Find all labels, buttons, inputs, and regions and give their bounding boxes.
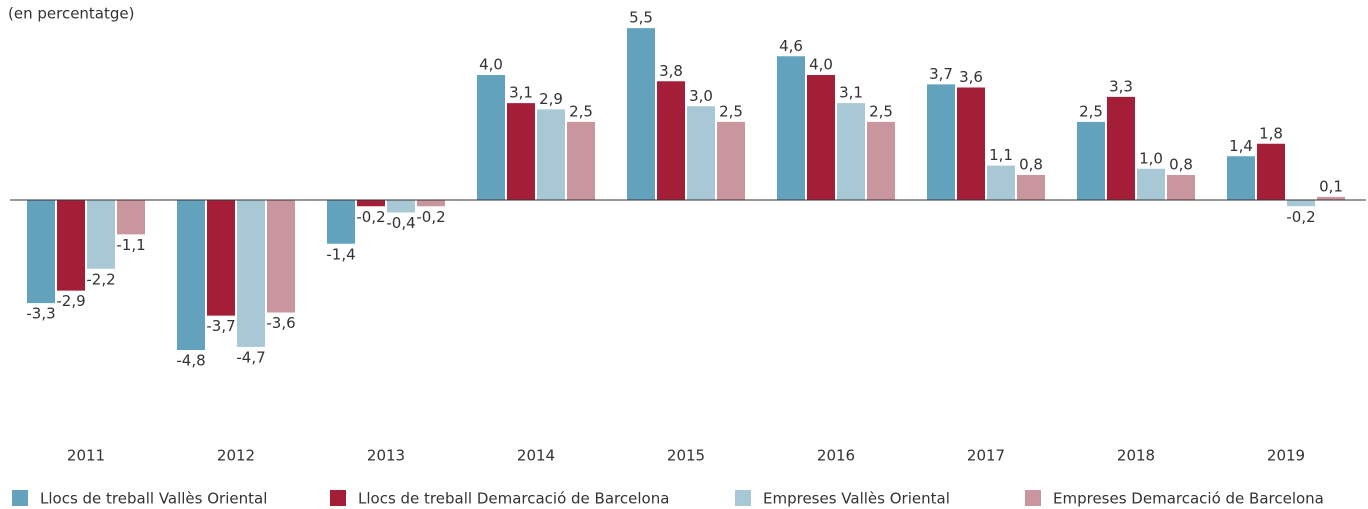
bar (627, 28, 655, 200)
bar (957, 87, 985, 200)
legend-swatch (12, 490, 28, 506)
value-label: 3,3 (1109, 77, 1133, 95)
x-tick-label: 2016 (817, 447, 855, 465)
value-label: -2,9 (56, 292, 85, 310)
value-label: -0,2 (356, 208, 385, 226)
x-tick-label: 2019 (1267, 447, 1305, 465)
value-label: 5,5 (629, 9, 653, 27)
bar (717, 121, 745, 200)
bar (1137, 168, 1165, 200)
bar (267, 200, 295, 313)
bar (837, 103, 865, 200)
x-tick-label: 2015 (667, 447, 705, 465)
bar (927, 84, 955, 200)
legend-label: Empreses Demarcació de Barcelona (1053, 490, 1324, 508)
bar (1257, 143, 1285, 200)
legend-label: Empreses Vallès Oriental (763, 490, 950, 508)
value-label: 3,7 (929, 65, 953, 83)
bar (1077, 121, 1105, 200)
value-label: 4,0 (479, 56, 503, 74)
value-label: 3,8 (659, 62, 683, 80)
bar (87, 200, 115, 269)
value-label: 3,6 (959, 68, 983, 86)
bar (867, 121, 895, 200)
value-label: 2,9 (539, 90, 563, 108)
value-label: -1,1 (116, 236, 145, 254)
legend-swatch (330, 490, 346, 506)
bar (207, 200, 235, 316)
bar (1227, 156, 1255, 200)
bar (387, 200, 415, 213)
legend-swatch (735, 490, 751, 506)
value-label: 1,4 (1229, 137, 1253, 155)
value-label: -0,2 (1286, 208, 1315, 226)
value-label: 1,1 (989, 146, 1013, 164)
bar (57, 200, 85, 291)
bar (1107, 96, 1135, 200)
value-label: 0,8 (1169, 156, 1193, 174)
value-label: 1,0 (1139, 149, 1163, 167)
value-label: 0,1 (1319, 177, 1343, 195)
value-label: 3,1 (839, 84, 863, 102)
value-label: 1,8 (1259, 124, 1283, 142)
legend-label: Llocs de treball Vallès Oriental (40, 490, 267, 508)
bar (1317, 196, 1345, 200)
value-label: 2,5 (719, 102, 743, 120)
bar (807, 75, 835, 200)
legend-label: Llocs de treball Demarcació de Barcelona (358, 490, 669, 508)
bar (1167, 175, 1195, 200)
bar (537, 109, 565, 200)
x-tick-label: 2011 (67, 447, 105, 465)
value-label: -0,2 (416, 208, 445, 226)
value-label: 2,5 (569, 102, 593, 120)
bar (507, 103, 535, 200)
value-label: -3,7 (206, 317, 235, 335)
x-tick-label: 2012 (217, 447, 255, 465)
value-label: 0,8 (1019, 156, 1043, 174)
bar (357, 200, 385, 207)
bar (687, 106, 715, 200)
value-label: 4,0 (809, 56, 833, 74)
value-label: -3,3 (26, 305, 55, 323)
value-label: 2,5 (869, 102, 893, 120)
bar (27, 200, 55, 304)
legend-swatch (1025, 490, 1041, 506)
x-tick-label: 2013 (367, 447, 405, 465)
value-label: 3,1 (509, 84, 533, 102)
bar (1287, 200, 1315, 207)
bar (177, 200, 205, 350)
value-label: -4,7 (236, 348, 265, 366)
value-label: 2,5 (1079, 102, 1103, 120)
bar (117, 200, 145, 235)
x-tick-label: 2017 (967, 447, 1005, 465)
bar (477, 75, 505, 200)
value-label: 3,0 (689, 87, 713, 105)
x-tick-label: 2014 (517, 447, 555, 465)
bar (237, 200, 265, 347)
bar (777, 56, 805, 200)
x-tick-label: 2018 (1117, 447, 1155, 465)
bar (657, 81, 685, 200)
bar (327, 200, 355, 244)
bar (417, 200, 445, 207)
bar (567, 121, 595, 200)
value-label: 4,6 (779, 37, 803, 55)
chart-subtitle: (en percentatge) (8, 5, 134, 23)
bar (987, 165, 1015, 200)
value-label: -4,8 (176, 352, 205, 370)
value-label: -2,2 (86, 270, 115, 288)
bar (1017, 175, 1045, 200)
value-label: -3,6 (266, 314, 295, 332)
value-label: -0,4 (386, 214, 415, 232)
value-label: -1,4 (326, 245, 355, 263)
